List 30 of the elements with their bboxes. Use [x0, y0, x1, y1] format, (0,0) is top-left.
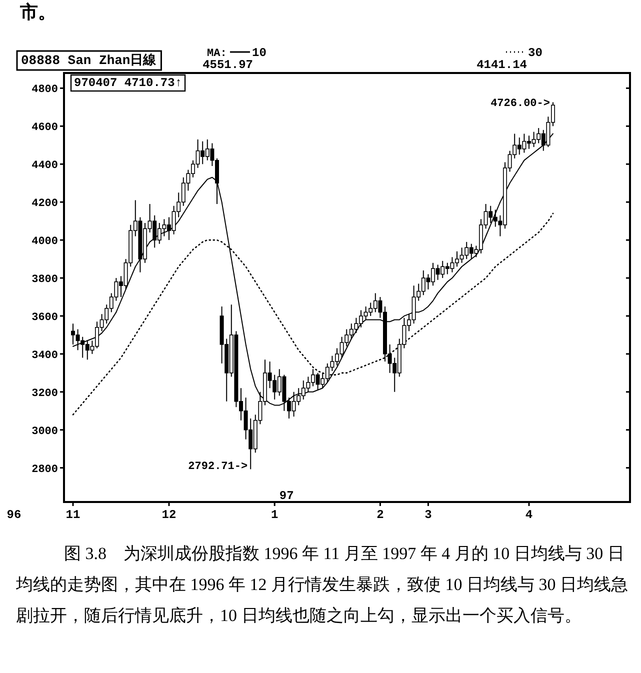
y-tick-label: 3800: [32, 274, 58, 286]
y-tick-label: 3600: [32, 312, 58, 324]
x-tick-label: 12: [162, 508, 176, 522]
annotation: 2792.71->: [188, 461, 248, 474]
y-tick-label: 2800: [32, 464, 58, 476]
y-tick-label: 3000: [32, 426, 58, 438]
x-tick-label: 11: [66, 508, 80, 522]
x-tick-label: 4: [525, 508, 533, 522]
x-tick-label: 1: [271, 508, 278, 522]
y-tick-label: 3200: [32, 388, 58, 400]
chart-subtitle: 970407 4710.73↑: [74, 76, 182, 90]
legend-label: 10: [252, 46, 266, 60]
text: 市。: [19, 2, 56, 22]
x-tick-label: 2: [376, 508, 384, 522]
text: 96: [6, 508, 22, 522]
chart-title: 08888 San Zhan日線: [21, 53, 158, 68]
legend-label: 30: [528, 46, 542, 60]
x-tick-label: 3: [424, 508, 432, 522]
annotation: 97: [279, 489, 294, 503]
annotation: 4726.00->: [490, 98, 550, 110]
y-tick-label: 4600: [32, 122, 58, 134]
y-tick-label: 4800: [32, 84, 58, 96]
y-tick-label: 3400: [32, 350, 58, 362]
y-tick-label: 4200: [32, 198, 58, 210]
text: 4141.14: [476, 58, 527, 72]
text: MA:: [207, 48, 227, 60]
caption: 图 3.8 为深圳成份股指数 1996 年 11 月至 1997 年 4 月的 10 日均线与 30 日均线的走势图，其中在 1996 年 12 月行情发生暴跌，致使 10 日均线与 30 日均线急剧拉开，随后行情见底升，10 日均线也随之向上勾，显示出一个买入信号。: [16, 543, 628, 627]
text: 4551.97: [202, 58, 253, 72]
y-tick-label: 4000: [32, 236, 58, 248]
y-tick-label: 4400: [32, 160, 58, 172]
